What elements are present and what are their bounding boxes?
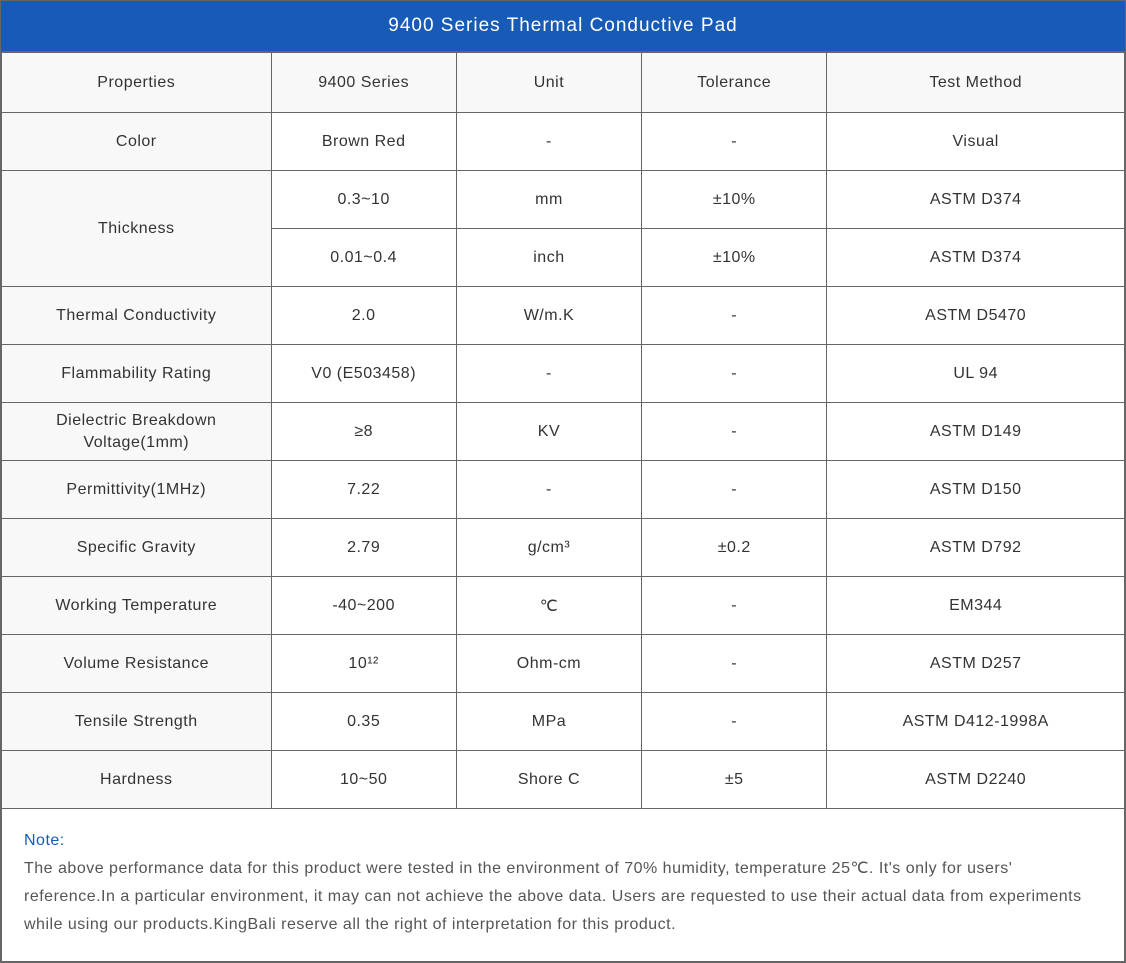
method-cell: ASTM D792: [827, 519, 1125, 577]
col-header: Unit: [456, 53, 641, 113]
unit-cell: Shore C: [456, 751, 641, 809]
unit-cell: W/m.K: [456, 287, 641, 345]
property-cell: Flammability Rating: [2, 345, 272, 403]
unit-cell: ℃: [456, 577, 641, 635]
table-row: Hardness10~50Shore C±5ASTM D2240: [2, 751, 1125, 809]
property-cell: Volume Resistance: [2, 635, 272, 693]
property-cell: Thickness: [2, 171, 272, 287]
property-cell: Thermal Conductivity: [2, 287, 272, 345]
table-row: Working Temperature-40~200℃-EM344: [2, 577, 1125, 635]
method-cell: ASTM D149: [827, 403, 1125, 461]
tol-cell: -: [642, 461, 827, 519]
table-row: Thickness0.3~10mm±10%ASTM D374: [2, 171, 1125, 229]
tol-cell: -: [642, 403, 827, 461]
value-cell: 2.0: [271, 287, 456, 345]
tol-cell: -: [642, 635, 827, 693]
unit-cell: -: [456, 113, 641, 171]
table-title: 9400 Series Thermal Conductive Pad: [1, 1, 1125, 52]
col-header: Tolerance: [642, 53, 827, 113]
value-cell: Brown Red: [271, 113, 456, 171]
property-cell: Permittivity(1MHz): [2, 461, 272, 519]
property-cell: Working Temperature: [2, 577, 272, 635]
col-header: Properties: [2, 53, 272, 113]
method-cell: UL 94: [827, 345, 1125, 403]
datasheet-table-container: 9400 Series Thermal Conductive Pad Prope…: [0, 0, 1126, 963]
property-cell: Dielectric Breakdown Voltage(1mm): [2, 403, 272, 461]
method-cell: ASTM D412-1998A: [827, 693, 1125, 751]
note-label: Note:: [24, 827, 1102, 855]
tol-cell: -: [642, 287, 827, 345]
value-cell: 0.01~0.4: [271, 229, 456, 287]
property-cell: Color: [2, 113, 272, 171]
table-row: Tensile Strength0.35MPa-ASTM D412-1998A: [2, 693, 1125, 751]
table-row: Permittivity(1MHz)7.22--ASTM D150: [2, 461, 1125, 519]
unit-cell: -: [456, 461, 641, 519]
property-cell: Specific Gravity: [2, 519, 272, 577]
tol-cell: -: [642, 345, 827, 403]
table-row: Thermal Conductivity2.0W/m.K-ASTM D5470: [2, 287, 1125, 345]
unit-cell: inch: [456, 229, 641, 287]
unit-cell: MPa: [456, 693, 641, 751]
tol-cell: ±5: [642, 751, 827, 809]
method-cell: ASTM D257: [827, 635, 1125, 693]
value-cell: -40~200: [271, 577, 456, 635]
method-cell: EM344: [827, 577, 1125, 635]
value-cell: ≥8: [271, 403, 456, 461]
col-header: Test Method: [827, 53, 1125, 113]
value-cell: 10¹²: [271, 635, 456, 693]
unit-cell: g/cm³: [456, 519, 641, 577]
note-cell: Note: The above performance data for thi…: [2, 809, 1125, 962]
method-cell: Visual: [827, 113, 1125, 171]
value-cell: V0 (E503458): [271, 345, 456, 403]
value-cell: 0.3~10: [271, 171, 456, 229]
unit-cell: KV: [456, 403, 641, 461]
unit-cell: -: [456, 345, 641, 403]
value-cell: 7.22: [271, 461, 456, 519]
method-cell: ASTM D5470: [827, 287, 1125, 345]
table-row: Volume Resistance10¹²Ohm-cm-ASTM D257: [2, 635, 1125, 693]
unit-cell: mm: [456, 171, 641, 229]
property-cell: Tensile Strength: [2, 693, 272, 751]
method-cell: ASTM D150: [827, 461, 1125, 519]
value-cell: 2.79: [271, 519, 456, 577]
table-row: ColorBrown Red--Visual: [2, 113, 1125, 171]
table-row: Dielectric Breakdown Voltage(1mm)≥8KV-AS…: [2, 403, 1125, 461]
value-cell: 0.35: [271, 693, 456, 751]
spec-table: Properties9400 SeriesUnitToleranceTest M…: [1, 52, 1125, 962]
unit-cell: Ohm-cm: [456, 635, 641, 693]
tol-cell: -: [642, 113, 827, 171]
col-header: 9400 Series: [271, 53, 456, 113]
tol-cell: -: [642, 577, 827, 635]
value-cell: 10~50: [271, 751, 456, 809]
note-text: The above performance data for this prod…: [24, 855, 1102, 939]
method-cell: ASTM D374: [827, 171, 1125, 229]
table-row: Specific Gravity2.79g/cm³±0.2ASTM D792: [2, 519, 1125, 577]
table-row: Flammability RatingV0 (E503458)--UL 94: [2, 345, 1125, 403]
tol-cell: ±10%: [642, 229, 827, 287]
property-cell: Hardness: [2, 751, 272, 809]
tol-cell: -: [642, 693, 827, 751]
tol-cell: ±10%: [642, 171, 827, 229]
method-cell: ASTM D374: [827, 229, 1125, 287]
method-cell: ASTM D2240: [827, 751, 1125, 809]
tol-cell: ±0.2: [642, 519, 827, 577]
